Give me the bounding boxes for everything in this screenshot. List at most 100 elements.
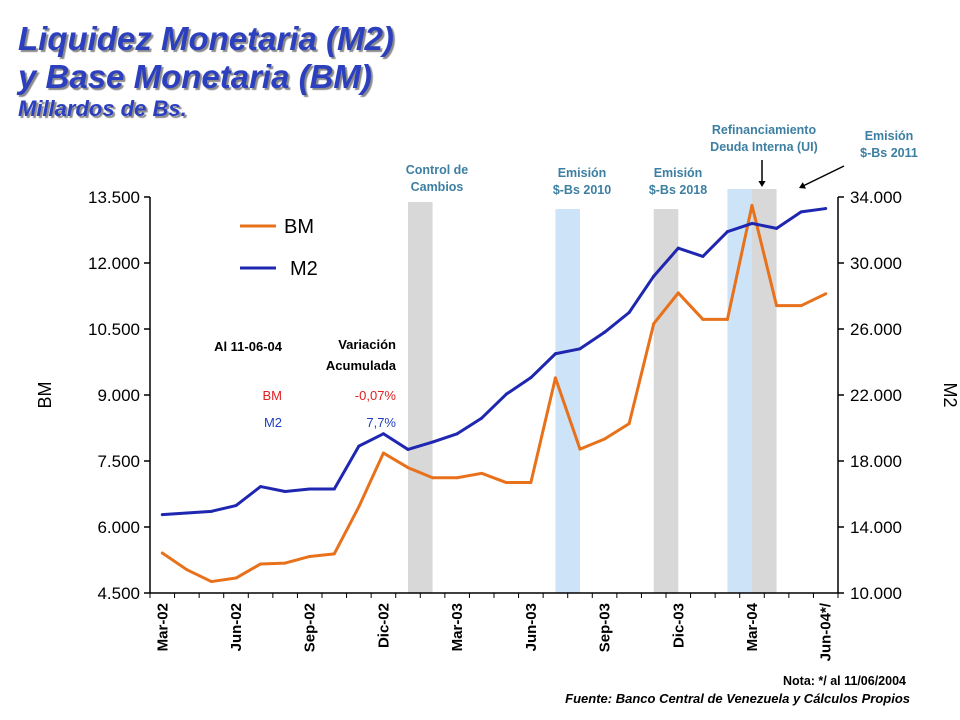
data-point-bm	[725, 317, 729, 321]
x-tick-label: Mar-02	[154, 603, 171, 651]
data-point-m2	[553, 352, 557, 356]
event-band-3	[653, 209, 679, 593]
x-tick-label: Sep-02	[302, 603, 319, 652]
x-tick-label: Jun-02	[228, 603, 245, 651]
x-tick-label: Sep-03	[597, 603, 614, 652]
x-tick-label: Mar-03	[449, 603, 466, 651]
data-point-bm	[603, 437, 607, 441]
y-right-tick-label: 22.000	[850, 386, 902, 405]
data-point-m2	[725, 230, 729, 234]
footnote-fuente: Fuente: Banco Central de Venezuela y Cál…	[565, 691, 910, 706]
data-point-bm	[799, 304, 803, 308]
table-row-m2-label: M2	[264, 415, 282, 430]
data-point-m2	[652, 274, 656, 278]
table-header-variation-line1: Variación	[338, 337, 396, 352]
y-right-tick-label: 26.000	[850, 320, 902, 339]
x-tick-label: Jun-04*/	[818, 602, 835, 661]
y-right-tick-label: 34.000	[850, 188, 902, 207]
data-point-m2	[701, 254, 705, 258]
data-point-bm	[357, 505, 361, 509]
annotation-text-5: $-Bs 2011	[860, 146, 918, 160]
chart-title-block: Liquidez Monetaria (M2) y Base Monetaria…	[18, 20, 394, 122]
data-point-m2	[603, 330, 607, 334]
data-point-bm	[701, 317, 705, 321]
event-band-1	[408, 202, 433, 593]
data-point-m2	[357, 444, 361, 448]
annotation-arrowhead-emision-2011	[799, 182, 806, 189]
data-point-m2	[431, 440, 435, 444]
y-right-tick-label: 18.000	[850, 452, 902, 471]
data-point-bm	[480, 471, 484, 475]
y-left-tick-label: 6.000	[97, 518, 140, 537]
data-point-m2	[209, 509, 213, 513]
data-point-bm	[406, 466, 410, 470]
data-point-bm	[750, 203, 754, 207]
data-point-bm	[775, 304, 779, 308]
event-band-4	[727, 189, 752, 593]
chart-title-line2: y Base Monetaria (BM)	[18, 58, 372, 95]
data-point-m2	[627, 311, 631, 314]
data-point-bm	[283, 561, 287, 565]
table-row-bm-value: -0,07%	[355, 388, 397, 403]
data-point-m2	[775, 226, 779, 230]
data-point-m2	[529, 376, 533, 380]
data-point-m2	[578, 347, 582, 351]
y-left-tick-label: 9.000	[97, 386, 140, 405]
annotation-arrowhead-refinanciamiento	[758, 181, 766, 187]
annotation-text-1: Control de	[406, 163, 469, 177]
data-point-bm	[431, 476, 435, 480]
data-point-m2	[381, 432, 385, 436]
data-point-m2	[308, 487, 312, 491]
data-point-m2	[185, 511, 189, 515]
data-point-bm	[381, 451, 385, 455]
data-point-bm	[209, 580, 213, 584]
data-point-m2	[750, 221, 754, 225]
x-tick-label: Dic-03	[670, 603, 687, 648]
annotation-text-3: $-Bs 2018	[649, 183, 707, 197]
data-point-bm	[234, 576, 238, 580]
y-left-tick-label: 12.000	[88, 254, 140, 273]
data-point-bm	[824, 292, 828, 296]
legend-label-m2: M2	[290, 258, 318, 280]
annotation-text-3: Emisión	[654, 166, 703, 180]
data-point-bm	[185, 568, 189, 572]
chart-title-line1: Liquidez Monetaria (M2)	[18, 20, 394, 57]
series-line-bm	[161, 203, 827, 584]
data-point-m2	[160, 513, 164, 517]
y-right-tick-label: 14.000	[850, 518, 902, 537]
table-row-bm-label: BM	[263, 388, 283, 403]
footnote-nota: Nota: */ al 11/06/2004	[783, 674, 906, 688]
data-point-bm	[553, 376, 557, 380]
data-point-m2	[455, 432, 459, 436]
y-axis-label-right: M2	[940, 382, 960, 407]
event-band-2	[555, 209, 580, 593]
data-point-bm	[652, 322, 656, 326]
data-point-bm	[529, 481, 533, 485]
data-point-bm	[504, 481, 508, 485]
x-tick-label: Jun-03	[523, 603, 540, 651]
x-tick-label: Dic-02	[375, 603, 392, 648]
data-point-bm	[578, 447, 582, 451]
data-point-m2	[676, 246, 680, 250]
data-point-m2	[799, 210, 803, 214]
data-point-m2	[283, 490, 287, 494]
series-line-m2	[162, 207, 826, 517]
table-header-variation-line2: Acumulada	[326, 358, 397, 373]
data-point-bm	[308, 554, 312, 558]
data-point-m2	[504, 392, 508, 396]
data-point-m2	[406, 447, 410, 451]
data-point-bm	[455, 476, 459, 480]
data-point-m2	[480, 416, 484, 420]
table-row-m2-value: 7,7%	[366, 415, 396, 430]
data-point-bm	[160, 551, 164, 555]
data-point-m2	[824, 207, 828, 211]
y-axis-label-left: BM	[35, 382, 55, 409]
data-point-m2	[259, 485, 263, 489]
data-point-bm	[332, 552, 336, 556]
x-tick-label: Mar-04	[744, 602, 761, 651]
annotation-text-2: Emisión	[558, 166, 607, 180]
data-point-m2	[332, 487, 336, 491]
annotation-text-4: Deuda Interna (UI)	[710, 140, 818, 154]
y-left-tick-label: 10.500	[88, 320, 140, 339]
